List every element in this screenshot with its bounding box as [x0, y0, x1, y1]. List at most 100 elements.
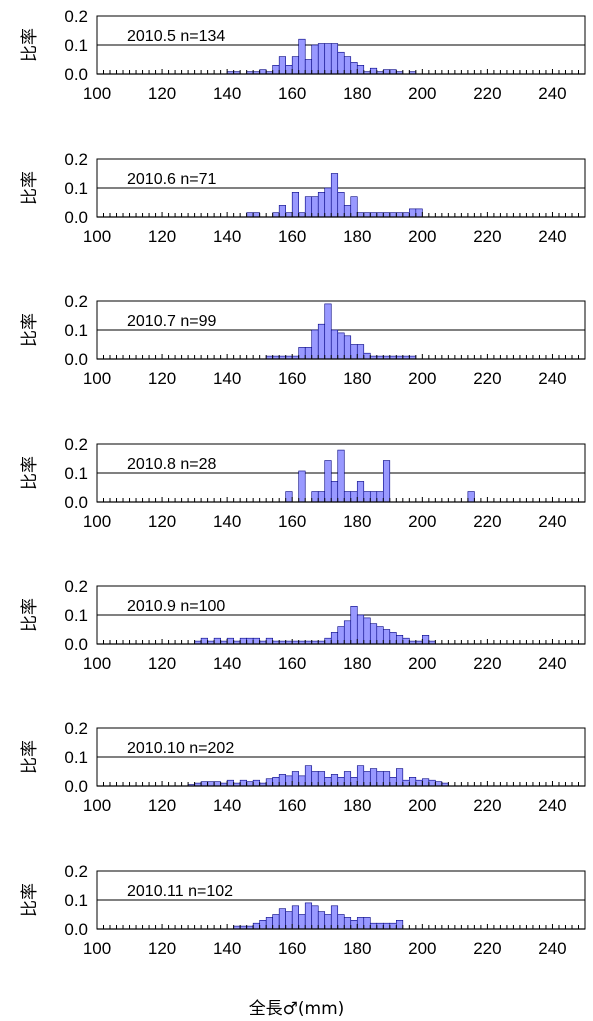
histogram-bar: [343, 917, 352, 930]
histogram-bar: [317, 43, 326, 75]
histogram-bar: [213, 781, 221, 787]
histogram-bar: [311, 196, 319, 218]
x-tick-label: 120: [148, 939, 176, 958]
y-tick-label: 0.2: [64, 150, 88, 169]
panel-label: 2010.9 n=100: [127, 598, 225, 615]
x-tick-label: 120: [148, 796, 176, 815]
histogram-bar: [330, 329, 339, 360]
histogram-bar: [330, 905, 339, 930]
histogram-bar: [389, 212, 397, 218]
histogram-bar: [291, 771, 300, 787]
histogram-bar: [304, 196, 313, 218]
histogram-bar: [272, 776, 280, 787]
x-tick-label: 240: [538, 227, 566, 246]
histogram-bar: [200, 637, 208, 645]
histogram-bar: [369, 67, 378, 75]
y-tick-label: 0.2: [64, 292, 88, 311]
y-tick-label: 0.0: [64, 65, 88, 84]
histogram-bar: [435, 781, 443, 787]
histogram-bar: [343, 335, 352, 360]
histogram-bar: [298, 347, 306, 360]
histogram-bar: [298, 914, 306, 930]
x-tick-label: 100: [83, 84, 111, 103]
histogram-bar: [402, 212, 410, 218]
x-tick-label: 160: [278, 369, 306, 388]
y-tick-label: 0.2: [64, 577, 88, 596]
histogram-bar: [369, 491, 378, 503]
histogram-bar: [363, 617, 371, 645]
histogram-bar: [350, 62, 358, 75]
x-tick-label: 100: [83, 654, 111, 673]
histogram-bar: [376, 491, 384, 503]
histogram-bar: [376, 771, 384, 787]
histogram-bar: [311, 905, 319, 930]
x-tick-label: 140: [213, 512, 241, 531]
histogram-bar: [298, 38, 306, 75]
histogram-bar: [246, 637, 254, 645]
histogram-bar: [252, 779, 260, 787]
x-tick-label: 120: [148, 227, 176, 246]
histogram-bar: [278, 908, 286, 930]
histogram-bar: [304, 902, 313, 930]
panel-label: 2010.11 n=102: [127, 883, 233, 900]
histogram-bar: [311, 771, 319, 787]
histogram-bar: [298, 775, 306, 787]
histogram-bar: [363, 212, 371, 218]
y-axis-label: 比率: [20, 883, 40, 917]
histogram-bar: [330, 632, 339, 645]
histogram-bar: [376, 922, 384, 930]
x-tick-label: 180: [343, 796, 371, 815]
histogram-bar: [337, 332, 345, 360]
histogram-bar: [356, 614, 365, 645]
histogram-bar: [350, 776, 358, 787]
histogram-bar: [337, 449, 345, 503]
x-tick-label: 140: [213, 796, 241, 815]
histogram-bar: [382, 771, 391, 787]
histogram-bar: [350, 919, 358, 930]
histogram-bar: [369, 623, 378, 645]
histogram-bar: [239, 637, 247, 645]
histogram-bar: [467, 491, 475, 503]
y-axis-label: 比率: [20, 598, 40, 632]
x-axis-title: 全長♂(mm): [248, 999, 345, 1019]
histogram-bar: [382, 460, 391, 503]
x-tick-label: 120: [148, 84, 176, 103]
histogram-bar: [324, 637, 332, 645]
histogram-bar: [337, 914, 345, 930]
histogram-bar: [311, 329, 319, 360]
histogram-bar: [298, 212, 306, 218]
histogram-bar: [285, 911, 293, 930]
y-tick-label: 0.0: [64, 920, 88, 939]
histogram-bar: [285, 212, 293, 218]
histogram-bar: [415, 779, 423, 787]
x-tick-label: 140: [213, 227, 241, 246]
histogram-bar: [396, 634, 404, 645]
x-tick-label: 180: [343, 84, 371, 103]
histogram-bar: [317, 771, 326, 787]
histogram-bar: [363, 917, 371, 930]
histogram-bar: [415, 208, 423, 218]
x-tick-label: 220: [473, 654, 501, 673]
x-tick-label: 160: [278, 227, 306, 246]
x-tick-label: 120: [148, 369, 176, 388]
histogram-bar: [376, 626, 384, 645]
histogram-bar: [324, 776, 332, 787]
histogram-bar: [356, 344, 365, 360]
histogram-bar: [402, 779, 410, 787]
y-axis-label: 比率: [20, 313, 40, 347]
histogram-bar: [324, 303, 332, 360]
histogram-bar: [324, 914, 332, 930]
x-tick-label: 240: [538, 369, 566, 388]
x-tick-label: 160: [278, 939, 306, 958]
histogram-bar: [356, 212, 365, 218]
x-tick-label: 180: [343, 654, 371, 673]
histogram-bar: [396, 768, 404, 787]
histogram-bar: [324, 43, 332, 75]
histogram-bar: [291, 192, 300, 218]
panel-label: 2010.5 n=134: [127, 28, 225, 45]
x-tick-label: 200: [408, 654, 436, 673]
histogram-bar: [317, 491, 326, 503]
histogram-bar: [422, 778, 430, 787]
histogram-bar: [252, 922, 260, 930]
y-tick-label: 0.1: [64, 321, 88, 340]
